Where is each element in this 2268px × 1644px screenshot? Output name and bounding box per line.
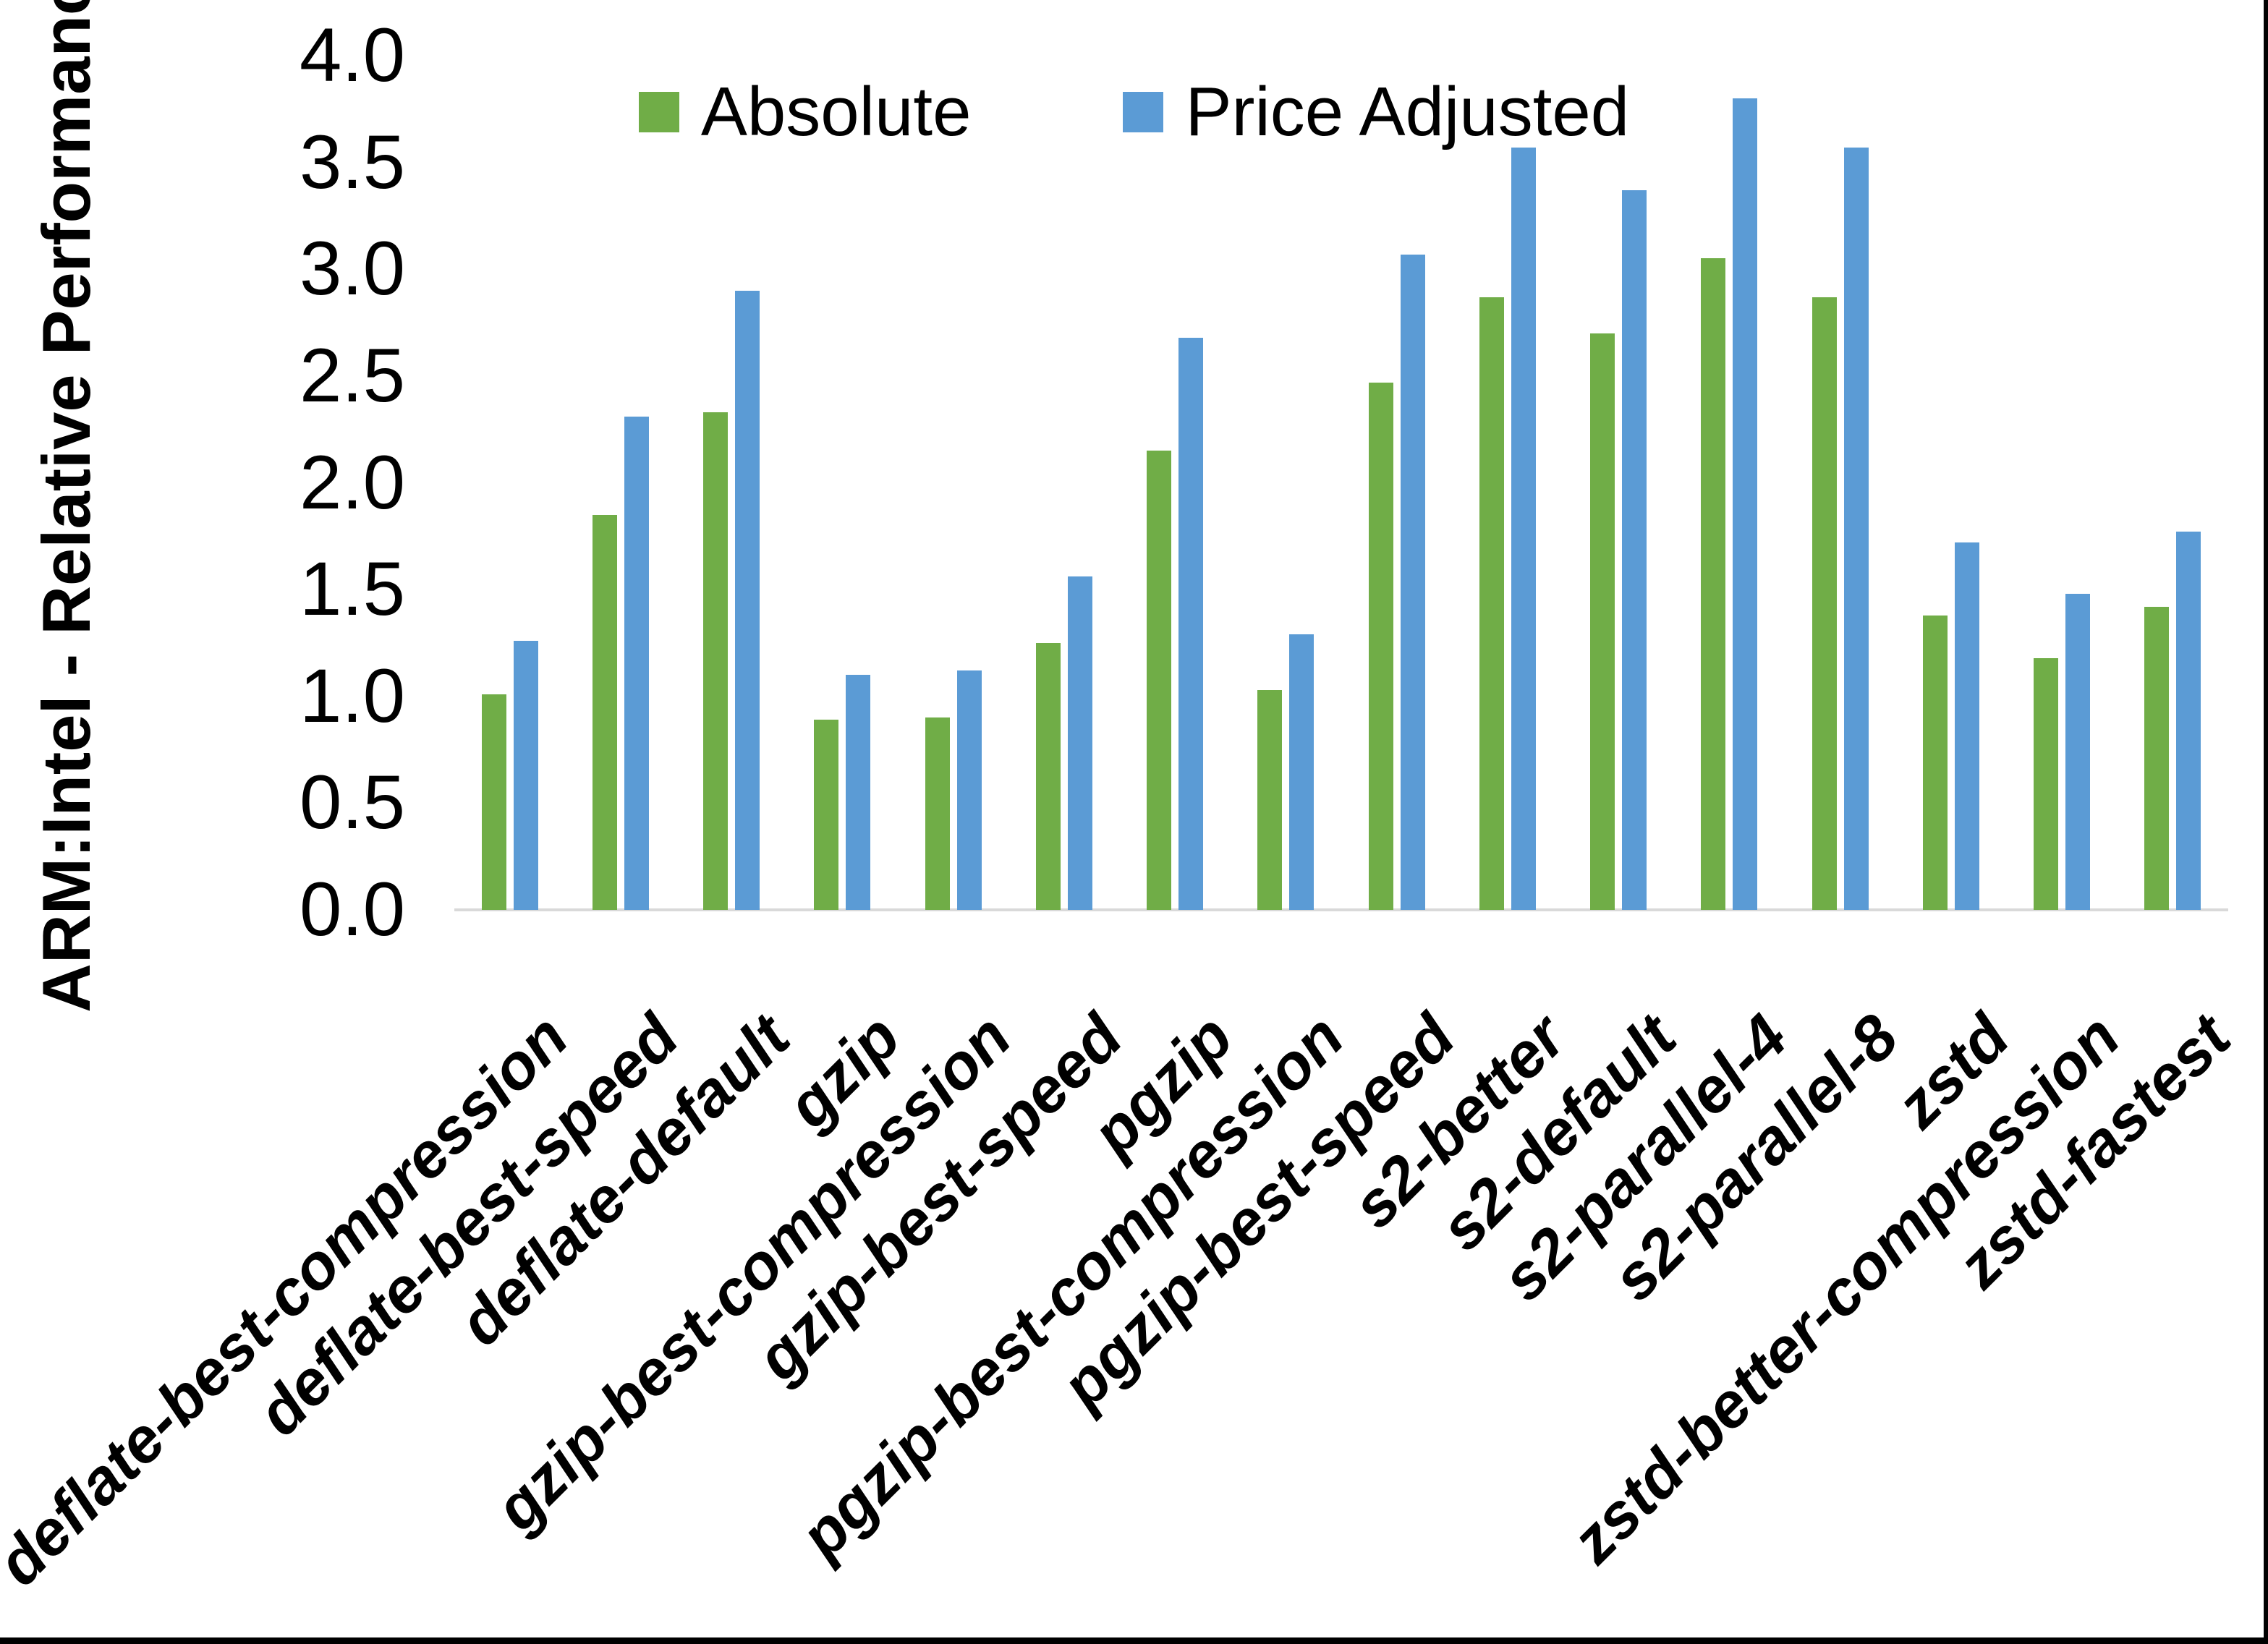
bar-absolute-s2-better xyxy=(1479,297,1504,910)
y-tick-label-2.5: 2.5 xyxy=(300,333,405,418)
y-tick-label-3.5: 3.5 xyxy=(300,119,405,205)
bar-absolute-deflate-best-speed xyxy=(592,514,617,910)
y-tick-label-2.0: 2.0 xyxy=(300,440,405,525)
bar-absolute-pgzip-best-compression xyxy=(1257,689,1283,910)
y-tick-label-1.5: 1.5 xyxy=(300,547,405,632)
legend-item-price-adjusted: Price Adjusted xyxy=(1123,72,1629,152)
bar-absolute-s2-default xyxy=(1590,333,1615,910)
bar-price-adjusted-gzip-best-speed xyxy=(1067,576,1092,910)
y-tick-label-0.0: 0.0 xyxy=(300,867,405,952)
legend: Absolute Price Adjusted xyxy=(0,72,2268,152)
bar-price-adjusted-s2-parallel-8 xyxy=(1843,147,1869,910)
bar-absolute-zstd-better-compression xyxy=(2034,657,2059,910)
legend-label-absolute: Absolute xyxy=(700,73,972,150)
bar-price-adjusted-pgzip-best-compression xyxy=(1289,634,1314,910)
bar-price-adjusted-deflate-best-speed xyxy=(624,416,649,910)
y-tick-label-4.0: 4.0 xyxy=(300,13,405,98)
bar-absolute-s2-parallel-8 xyxy=(1812,297,1837,910)
y-tick-label-1.0: 1.0 xyxy=(300,653,405,738)
y-tick-label-3.0: 3.0 xyxy=(300,226,405,312)
legend-item-absolute: Absolute xyxy=(638,72,972,152)
bar-absolute-s2-parallel-4 xyxy=(1701,258,1726,910)
y-tick-label-0.5: 0.5 xyxy=(300,760,405,846)
bar-price-adjusted-gzip-best-compression xyxy=(956,670,982,910)
legend-swatch-price-adjusted xyxy=(1123,92,1164,132)
bar-absolute-gzip-best-speed xyxy=(1035,642,1061,910)
bar-price-adjusted-deflate-default xyxy=(735,290,760,910)
bar-price-adjusted-zstd xyxy=(1954,542,1979,910)
bar-price-adjusted-s2-default xyxy=(1622,190,1647,910)
bar-absolute-gzip xyxy=(814,720,839,910)
bar-price-adjusted-zstd-better-compression xyxy=(2065,594,2091,910)
bar-absolute-pgzip-best-speed xyxy=(1368,382,1393,910)
bar-absolute-gzip-best-compression xyxy=(925,717,950,910)
bar-absolute-pgzip xyxy=(1147,451,1172,910)
bar-price-adjusted-pgzip-best-speed xyxy=(1400,254,1425,910)
x-axis-line xyxy=(454,908,2228,911)
bar-price-adjusted-s2-better xyxy=(1511,147,1536,910)
legend-label-price-adjusted: Price Adjusted xyxy=(1185,73,1630,150)
bar-price-adjusted-zstd-fastest xyxy=(2176,532,2201,910)
bar-price-adjusted-deflate-best-compression xyxy=(513,640,538,910)
bar-price-adjusted-gzip xyxy=(846,675,871,910)
bar-price-adjusted-pgzip xyxy=(1178,337,1204,910)
bar-absolute-deflate-best-compression xyxy=(481,694,506,910)
bar-absolute-zstd-fastest xyxy=(2144,606,2170,910)
frame-border-bottom xyxy=(0,1637,2268,1644)
bar-price-adjusted-s2-parallel-4 xyxy=(1733,98,1758,910)
frame-border-right xyxy=(2264,0,2268,1644)
bar-absolute-deflate-default xyxy=(703,412,729,910)
bar-absolute-zstd xyxy=(1922,615,1948,910)
legend-swatch-absolute xyxy=(638,92,679,132)
